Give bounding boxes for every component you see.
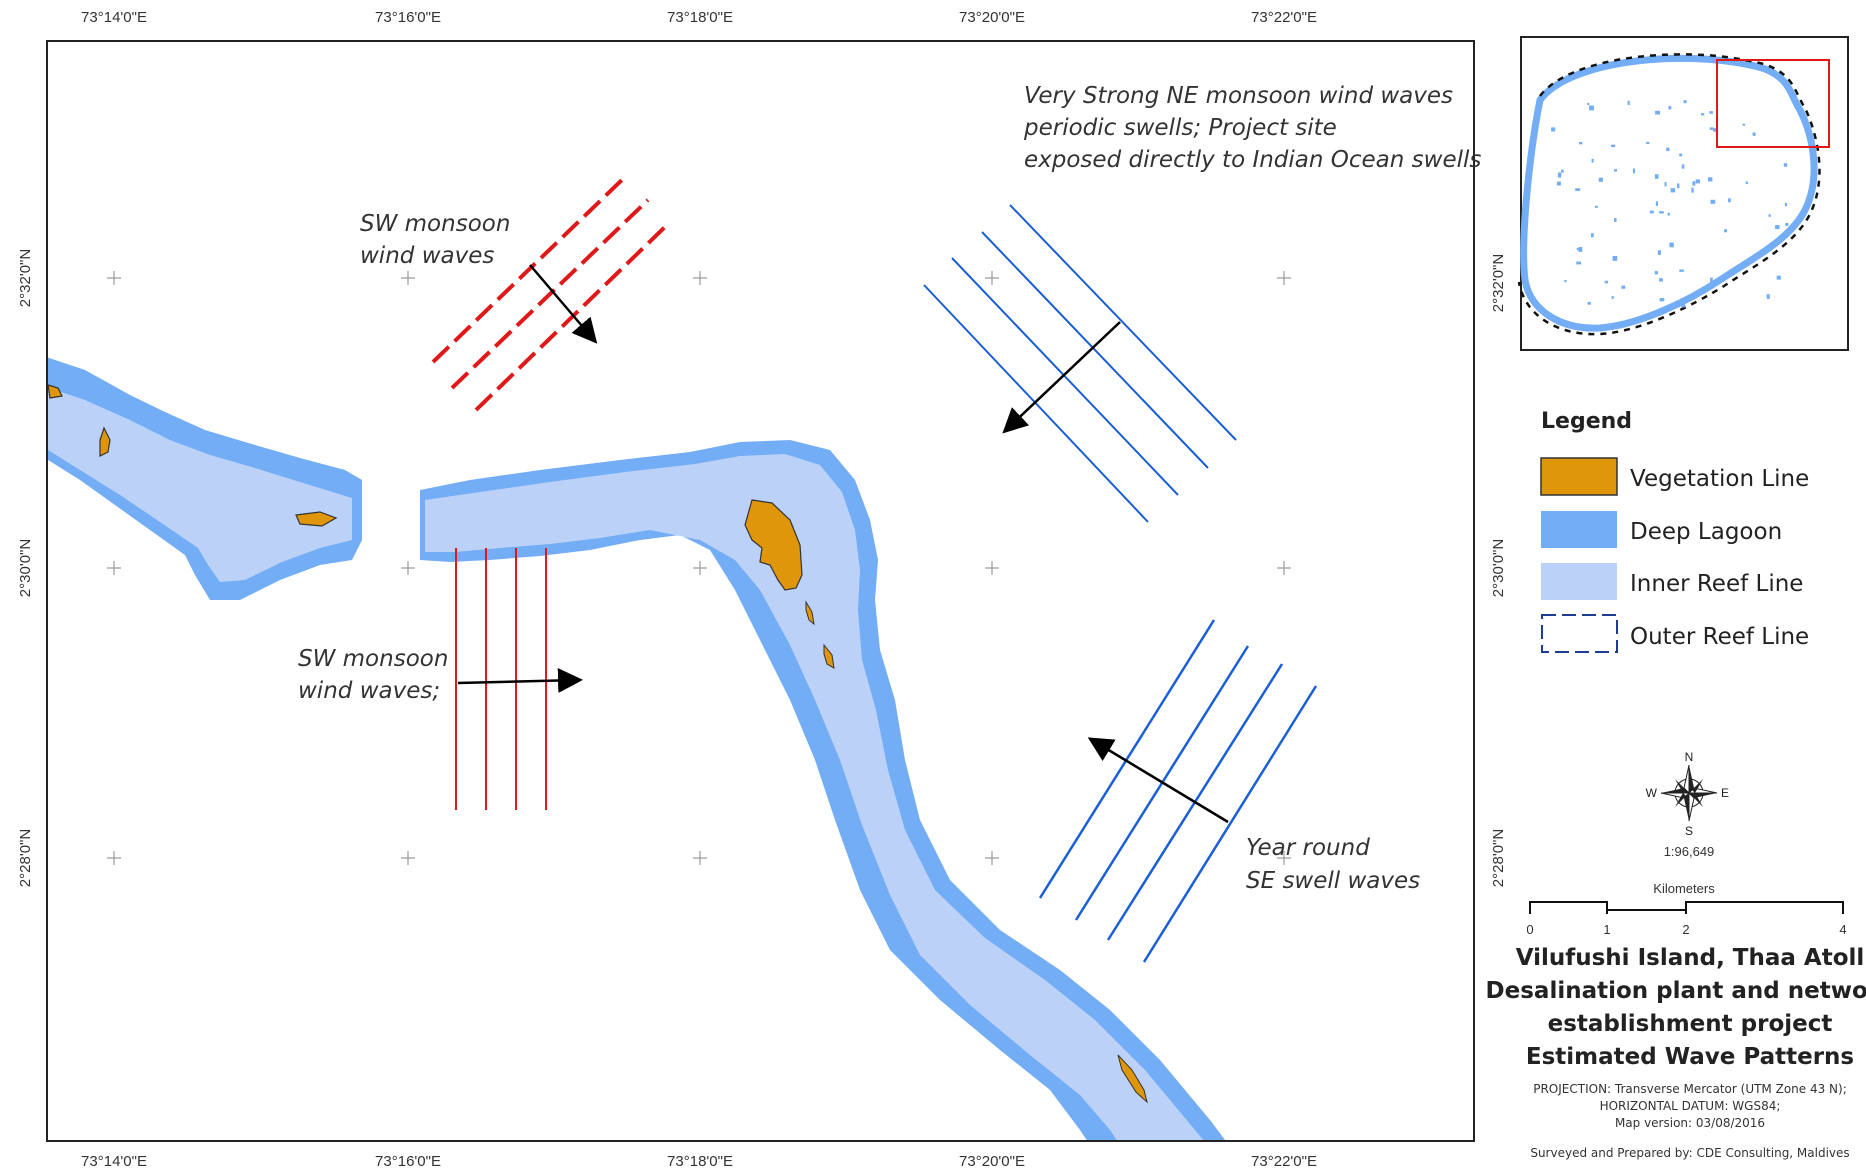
meta-projection: PROJECTION: Transverse Mercator (UTM Zon… <box>1533 1082 1847 1096</box>
svg-text:Year round: Year round <box>1246 835 1370 861</box>
legend-label-deep-lagoon: Deep Lagoon <box>1630 519 1782 545</box>
scale-tick-0: 0 <box>1526 922 1533 937</box>
meta-version: Map version: 03/08/2016 <box>1615 1116 1765 1130</box>
lat-label-left-2: 2°30'0"N <box>17 539 34 597</box>
ne-waves <box>923 204 1237 523</box>
island-west-3 <box>295 511 338 527</box>
main-reef-inner <box>425 454 1204 1140</box>
left-lat-labels: 2°32'0"N 2°30'0"N 2°28'0"N <box>17 249 34 887</box>
svg-text:exposed directly to Indian Oce: exposed directly to Indian Ocean swells <box>1024 147 1481 173</box>
annotation-ne-monsoon: Very Strong NE monsoon wind waves period… <box>1023 83 1481 173</box>
reef-layers <box>48 357 1225 1140</box>
sw-mid-arrow <box>457 668 583 693</box>
svg-text:SW monsoon: SW monsoon <box>298 646 448 672</box>
legend: Legend Vegetation Line Deep Lagoon Inner… <box>1490 409 1809 887</box>
title-line-4: Estimated Wave Patterns <box>1526 1044 1854 1070</box>
inset-map[interactable]: 2°32'0"N <box>1490 36 1849 351</box>
lon-label-bottom-5: 73°22'0"E <box>1251 1153 1317 1170</box>
island-main <box>744 499 803 591</box>
main-map[interactable]: 73°14'0"E 73°16'0"E 73°18'0"E 73°20'0"E … <box>17 9 1481 1170</box>
lat-label-left-3: 2°28'0"N <box>17 829 34 887</box>
inner-reef-swatch <box>1541 563 1617 600</box>
inset-atoll-outline <box>1520 54 1818 332</box>
lat-label-left-1: 2°32'0"N <box>17 249 34 307</box>
legend-lat-label-2: 2°28'0"N <box>1490 829 1507 887</box>
inset-lagoon-dots <box>1551 100 1789 308</box>
lon-label-top-4: 73°20'0"E <box>959 9 1025 26</box>
lon-label-bottom-3: 73°18'0"E <box>667 1153 733 1170</box>
svg-text:Very Strong NE monsoon wind wa: Very Strong NE monsoon wind waves <box>1024 83 1453 109</box>
legend-title: Legend <box>1541 409 1632 434</box>
scale-tick-2: 2 <box>1682 922 1689 937</box>
title-block: Vilufushi Island, Thaa Atoll Desalinatio… <box>1486 945 1866 1160</box>
scale-tick-4: 4 <box>1839 922 1846 937</box>
main-reef-deep-lagoon <box>420 440 1225 1140</box>
sw-top-arrow <box>529 264 598 344</box>
compass-s: S <box>1685 824 1693 838</box>
annotation-sw-mid: SW monsoon wind waves; <box>298 646 448 704</box>
inset-project-extent-box <box>1716 59 1830 148</box>
meta-datum: HORIZONTAL DATUM: WGS84; <box>1600 1099 1781 1113</box>
svg-text:wind waves: wind waves <box>360 243 494 269</box>
scale-bar: 1:96,649 Kilometers 0 1 2 4 <box>1526 844 1846 937</box>
sw-vertical-waves <box>455 548 547 810</box>
scale-bar-shape <box>1529 901 1844 911</box>
graticule-crosses <box>107 271 1291 865</box>
island-west-1 <box>48 384 63 399</box>
scale-ratio: 1:96,649 <box>1664 844 1715 859</box>
lon-label-top-3: 73°18'0"E <box>667 9 733 26</box>
top-lon-labels: 73°14'0"E 73°16'0"E 73°18'0"E 73°20'0"E … <box>81 9 1317 26</box>
lon-label-top-2: 73°16'0"E <box>375 9 441 26</box>
lon-label-top-1: 73°14'0"E <box>81 9 147 26</box>
legend-label-inner-reef: Inner Reef Line <box>1630 571 1803 597</box>
title-line-3: establishment project <box>1548 1011 1833 1037</box>
title-line-2: Desalination plant and network <box>1486 978 1866 1004</box>
compass-e: E <box>1721 786 1729 800</box>
svg-text:SE swell waves: SE swell waves <box>1246 868 1420 894</box>
se-arrow <box>1087 737 1229 824</box>
islet-2 <box>823 643 835 669</box>
annotation-sw-top: SW monsoon wind waves <box>360 211 510 269</box>
compass-rose-icon: N S E W <box>1646 750 1729 838</box>
title-line-1: Vilufushi Island, Thaa Atoll <box>1516 945 1865 971</box>
legend-lat-label-1: 2°30'0"N <box>1490 539 1507 597</box>
lon-label-top-5: 73°22'0"E <box>1251 9 1317 26</box>
west-reef-inner <box>48 387 352 582</box>
svg-text:wind waves;: wind waves; <box>298 678 440 704</box>
annotation-se-swell: Year round SE swell waves <box>1246 835 1420 894</box>
outer-reef-dashed-swatch <box>1541 614 1618 653</box>
scale-tick-1: 1 <box>1603 922 1610 937</box>
vegetation-swatch <box>1540 457 1618 496</box>
legend-label-vegetation: Vegetation Line <box>1630 466 1809 492</box>
lon-label-bottom-4: 73°20'0"E <box>959 1153 1025 1170</box>
scale-unit: Kilometers <box>1653 881 1715 896</box>
inset-outer-reef <box>1517 53 1821 336</box>
lon-label-bottom-2: 73°16'0"E <box>375 1153 441 1170</box>
compass-w: W <box>1646 786 1658 800</box>
islet-1 <box>805 600 815 626</box>
svg-text:periodic swells; Project site: periodic swells; Project site <box>1023 115 1337 141</box>
ne-arrow <box>1002 321 1121 434</box>
legend-label-outer-reef: Outer Reef Line <box>1630 624 1809 650</box>
deep-lagoon-swatch <box>1541 511 1617 548</box>
svg-text:SW monsoon: SW monsoon <box>360 211 510 237</box>
bottom-lon-labels: 73°14'0"E 73°16'0"E 73°18'0"E 73°20'0"E … <box>81 1153 1317 1170</box>
compass-n: N <box>1685 750 1694 764</box>
credit: Surveyed and Prepared by: CDE Consulting… <box>1530 1146 1849 1160</box>
inset-lat-label: 2°32'0"N <box>1490 254 1507 312</box>
island-west-2 <box>99 426 111 457</box>
direction-arrows <box>457 264 1229 824</box>
islet-3 <box>1117 1054 1148 1104</box>
lon-label-bottom-1: 73°14'0"E <box>81 1153 147 1170</box>
